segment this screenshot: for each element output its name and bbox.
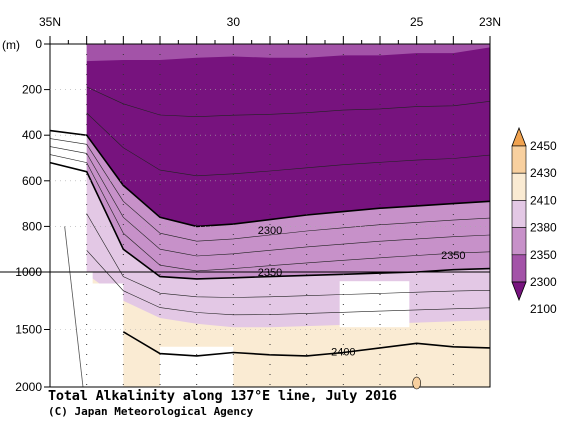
y-tick-label: 800 — [22, 219, 42, 233]
colorbar-band — [511, 145, 527, 174]
colorbar-label: 2380 — [530, 221, 557, 235]
contour-thin-f — [86, 213, 491, 298]
y-tick-label: 200 — [22, 83, 42, 97]
y-axis-unit: (m) — [2, 38, 20, 52]
nodata-coast-deep — [50, 272, 93, 387]
contour-label: 2400 — [331, 347, 355, 359]
colorbar-bottom-arrow — [511, 281, 527, 302]
contour-label: 2350 — [441, 250, 465, 262]
contour-2400 — [122, 331, 491, 357]
colorbar: 2450 2430 2410 2380 2350 2300 2100 — [511, 126, 557, 316]
colorbar-band — [511, 172, 527, 201]
colorbar-band — [511, 254, 527, 283]
y-tick-label: 600 — [22, 174, 42, 188]
y-tick-label: 400 — [22, 128, 42, 142]
contour-thin-b — [86, 112, 491, 177]
nodata-coast — [50, 44, 87, 282]
x-tick-label: 35N — [39, 15, 61, 29]
colorbar-label: 2300 — [530, 275, 557, 289]
colorbar-band — [511, 200, 527, 228]
contour-label: 2300 — [258, 225, 282, 237]
y-tick-label: 0 — [35, 37, 42, 51]
colorbar-label: 2100 — [530, 302, 557, 316]
band-surface — [86, 44, 490, 62]
colorbar-top-arrow — [511, 126, 527, 147]
contour-thin-a — [86, 86, 491, 118]
y-tick-label: 2000 — [15, 380, 42, 394]
chart-title: Total Alkalinity along 137°E line, July … — [48, 388, 397, 404]
contour-2300 — [49, 129, 491, 228]
colorbar-label: 2410 — [530, 193, 557, 207]
colorbar-label: 2350 — [530, 248, 557, 262]
colorbar-label: 2450 — [530, 139, 557, 153]
high-value-blob — [412, 376, 421, 390]
colorbar-label: 2430 — [530, 166, 557, 180]
x-tick-label: 25 — [410, 15, 424, 29]
chart-credit: (C) Japan Meteorological Agency — [48, 405, 254, 418]
colorbar-band — [511, 227, 527, 256]
contour-thin-g — [86, 250, 491, 316]
contour-thin-e — [49, 154, 491, 272]
nodata-shelf — [86, 283, 124, 387]
nodata-gap-mid — [339, 281, 410, 328]
coast-line — [64, 226, 84, 388]
y-tick-label: 1000 — [15, 265, 42, 279]
x-tick-label: 30 — [227, 15, 241, 29]
x-tick-label: 23N — [479, 15, 501, 29]
contour-thin-d — [49, 146, 491, 257]
plot-area: 35N 30 25 23N 0 200 400 600 800 1000 1500 2000 2300 2… — [0, 15, 501, 394]
y-tick-label: 1500 — [15, 323, 42, 337]
contour-label: 2350 — [258, 267, 282, 279]
